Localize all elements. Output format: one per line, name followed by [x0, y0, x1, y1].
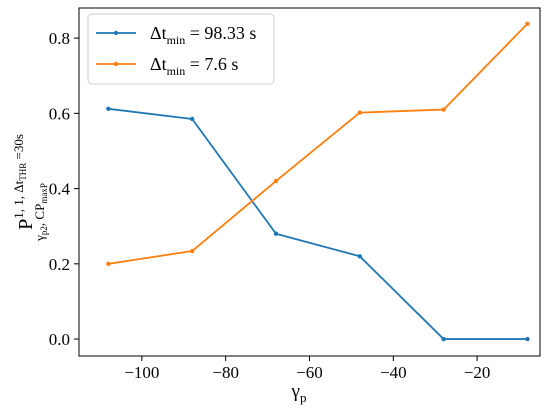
legend-label-0-base: Δt	[150, 23, 167, 43]
y-tick-label: 0.8	[49, 29, 70, 48]
legend-label-1-sub: min	[167, 64, 186, 78]
data-point-0	[273, 231, 279, 236]
legend-label-0-tail: = 98.33 s	[185, 23, 256, 43]
y-axis-title-base: P	[15, 219, 37, 230]
x-tick-label: −20	[464, 363, 491, 382]
data-point-0	[189, 116, 195, 122]
legend-label-1-tail: = 7.6 s	[185, 54, 238, 74]
y-axis-title-sup-sub: THR	[18, 163, 28, 181]
svg-text:P1, 1, ΔtTHR =30sγp2, CPmaxP: P1, 1, ΔtTHR =30s γp2, CPmaxP	[11, 134, 49, 242]
x-tick-label: −60	[296, 363, 323, 382]
data-point-0	[525, 336, 530, 342]
data-point-0	[106, 106, 111, 112]
legend-entry-0: Δtmin = 98.33 s	[96, 23, 256, 47]
x-axis-title: γp	[291, 381, 307, 405]
x-tick-label: −100	[124, 363, 159, 382]
data-point-1	[441, 107, 446, 112]
y-axis: 0.0 0.2 0.4 0.6 0.8	[49, 29, 79, 349]
data-point-0	[441, 336, 446, 342]
data-point-1	[357, 110, 362, 115]
y-tick-label: 0.2	[49, 255, 70, 274]
series-layer	[106, 21, 530, 342]
legend-box	[87, 13, 275, 85]
y-axis-title: P1, 1, ΔtTHR =30s γp2, CPmaxP	[11, 134, 49, 242]
legend-marker-0	[113, 30, 119, 36]
y-axis-title-sup-tail: =30s	[11, 134, 26, 163]
legend-marker-1	[113, 61, 119, 67]
data-point-1	[525, 21, 530, 27]
svg-text:Δtmin = 7.6 s: Δtmin = 7.6 s	[150, 54, 238, 78]
x-tick-label: −40	[380, 363, 407, 382]
svg-text:Δtmin = 98.33 s: Δtmin = 98.33 s	[150, 23, 256, 47]
data-point-1	[106, 261, 111, 267]
y-tick-label: 0.0	[49, 330, 70, 349]
x-axis-title-sub: p	[300, 390, 307, 405]
legend-label-0-sub: min	[167, 33, 186, 47]
x-axis-title-base: γ	[291, 381, 300, 402]
series-line-0	[108, 107, 528, 340]
legend: Δtmin = 98.33 s Δtmin = 7.6 s	[87, 13, 275, 85]
series-line-1	[108, 23, 529, 265]
x-tick-label: −80	[212, 363, 239, 382]
legend-label-1-base: Δt	[150, 54, 167, 74]
y-axis-title-sub-sub: p2	[39, 226, 49, 235]
y-axis-title-sup: 1, 1, Δt	[11, 180, 26, 218]
x-axis: −100 −80 −60 −40 −20	[124, 356, 490, 382]
data-point-1	[273, 178, 279, 184]
data-point-0	[357, 254, 362, 259]
data-point-1	[189, 248, 195, 254]
y-tick-label: 0.6	[49, 104, 70, 123]
y-axis-title-sub-mid: , CP	[32, 204, 47, 226]
legend-entry-1: Δtmin = 7.6 s	[96, 54, 238, 78]
y-tick-label: 0.4	[49, 180, 71, 199]
y-axis-title-sub-sub2: maxP	[39, 183, 49, 204]
y-axis-title-sub: γ	[32, 235, 47, 242]
